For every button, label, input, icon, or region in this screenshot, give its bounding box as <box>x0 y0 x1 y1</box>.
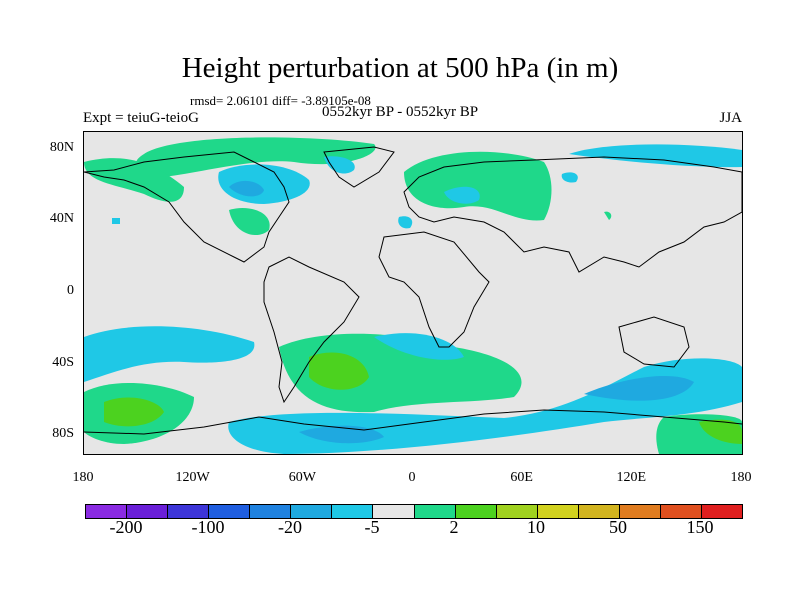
colorbar-swatch <box>455 505 497 518</box>
colorbar-label: 150 <box>686 517 714 537</box>
longitude-label: 180 <box>72 470 94 485</box>
colorbar-label: -100 <box>191 517 225 537</box>
colorbar <box>85 504 743 519</box>
colorbar-swatch <box>127 505 169 518</box>
coastlines <box>84 146 742 435</box>
colorbar-swatch <box>86 505 128 518</box>
colorbar-swatch <box>701 505 742 518</box>
arctic-positive-anomaly <box>135 137 376 178</box>
colorbar-label: -5 <box>364 517 380 537</box>
eurasia-positive-anomaly <box>404 151 552 221</box>
longitude-label: 120W <box>175 470 210 485</box>
latitude-label: 40S <box>52 354 74 370</box>
colorbar-swatch <box>619 505 661 518</box>
colorbar-swatch <box>291 505 333 518</box>
longitude-label: 120E <box>616 470 647 485</box>
south-pacific-negative-anomaly <box>84 326 255 382</box>
colorbar-swatch <box>168 505 210 518</box>
colorbar-swatch <box>209 505 251 518</box>
latitude-label: 40N <box>49 211 74 227</box>
longitude-label: 180 <box>730 470 752 485</box>
colorbar-swatch <box>660 505 702 518</box>
north-america-coast <box>84 151 290 263</box>
map-title: Height perturbation at 500 hPa (in m) <box>181 52 619 84</box>
latitude-label: 0 <box>67 283 74 298</box>
colorbar-label: 50 <box>609 517 627 537</box>
colorbar-swatch <box>373 505 415 518</box>
colorbar-label: -20 <box>278 517 302 537</box>
colorbar-swatch <box>332 505 374 518</box>
colorbar-swatch <box>537 505 579 518</box>
colorbar-swatch <box>414 505 456 518</box>
latitude-label: 80N <box>49 139 74 155</box>
longitude-label: 60W <box>288 470 316 485</box>
greenland-coast <box>323 146 395 188</box>
eurasia-coast <box>403 156 742 273</box>
colorbar-swatch <box>578 505 620 518</box>
colorbar-swatch <box>496 505 538 518</box>
colorbar-label: 10 <box>527 517 545 537</box>
latitude-label: 80S <box>52 426 74 442</box>
experiment-label: Expt = teiuG-teioG <box>83 110 199 126</box>
map-plot <box>83 131 743 455</box>
period-label: 0552kyr BP - 0552kyr BP <box>321 104 479 120</box>
season-label: JJA <box>719 110 742 126</box>
colorbar-label: 2 <box>449 517 459 537</box>
longitude-label: 0 <box>408 470 416 485</box>
australia-coast <box>618 316 690 368</box>
antarctica-coast <box>84 409 742 435</box>
colorbar-label: -200 <box>109 517 143 537</box>
statistics-subtitle: rmsd= 2.06101 diff= -3.89105e-08 <box>190 93 371 108</box>
south-america-coast <box>263 256 360 404</box>
colorbar-swatch <box>250 505 292 518</box>
africa-coast <box>378 231 490 348</box>
longitude-label: 60E <box>510 470 533 485</box>
